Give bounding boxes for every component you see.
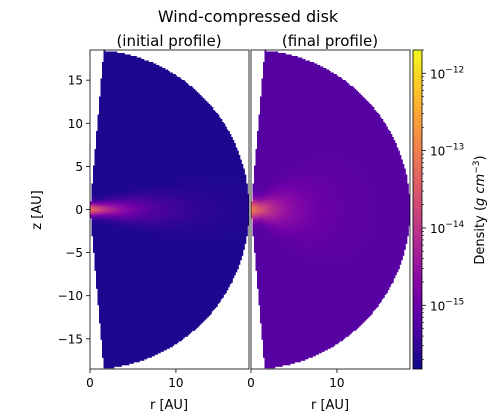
y-tick-label: 15 <box>68 74 83 88</box>
heatmap-cells-initial <box>90 50 249 369</box>
x-tick-label: 0 <box>247 376 255 390</box>
x-tick-label: 10 <box>168 376 183 390</box>
y-axis-label: z [AU] <box>30 190 45 230</box>
y-tick-label: 5 <box>75 160 83 174</box>
colorbar-gradient <box>413 50 422 369</box>
colorbar-label: Density (g cm−3) <box>472 155 488 264</box>
heatmap-panel-initial: 15 10 5 0 −5 −10 −15 0 10 <box>58 49 250 390</box>
colorbar-frame <box>412 49 423 370</box>
panel-title-initial: (initial profile) <box>116 32 221 50</box>
x-tick-label: 0 <box>86 376 94 390</box>
y-tick-label: 0 <box>75 203 83 217</box>
x-axis-initial: 0 10 <box>86 369 184 390</box>
y-tick-label: −10 <box>58 289 83 303</box>
colorbar-tick-label: 10−12 <box>430 65 464 81</box>
figure-suptitle: Wind-compressed disk <box>158 7 339 26</box>
y-tick-label: 10 <box>68 117 83 131</box>
colorbar-tick-label: 10−13 <box>430 143 464 159</box>
y-axis-initial: 15 10 5 0 −5 −10 −15 <box>58 74 90 346</box>
colorbar-tick-label: 10−15 <box>430 297 464 313</box>
axes-frame-final <box>250 49 411 370</box>
x-axis-final: 0 10 <box>247 369 345 390</box>
heatmap-panel-final: 0 10 <box>247 49 411 390</box>
y-tick-label: −5 <box>65 246 83 260</box>
x-tick-label: 10 <box>329 376 344 390</box>
colorbar-tick-label: 10−14 <box>430 220 465 236</box>
heatmap-cells-final <box>251 50 410 369</box>
colorbar: 10−12 10−13 10−14 10−15 Density (g cm−3) <box>412 49 488 370</box>
x-axis-label-initial: r [AU] <box>150 398 188 413</box>
panel-title-final: (final profile) <box>282 32 378 50</box>
colorbar-ticks: 10−12 10−13 10−14 10−15 <box>422 49 465 360</box>
y-tick-label: −15 <box>58 332 83 346</box>
x-axis-label-final: r [AU] <box>311 398 349 413</box>
